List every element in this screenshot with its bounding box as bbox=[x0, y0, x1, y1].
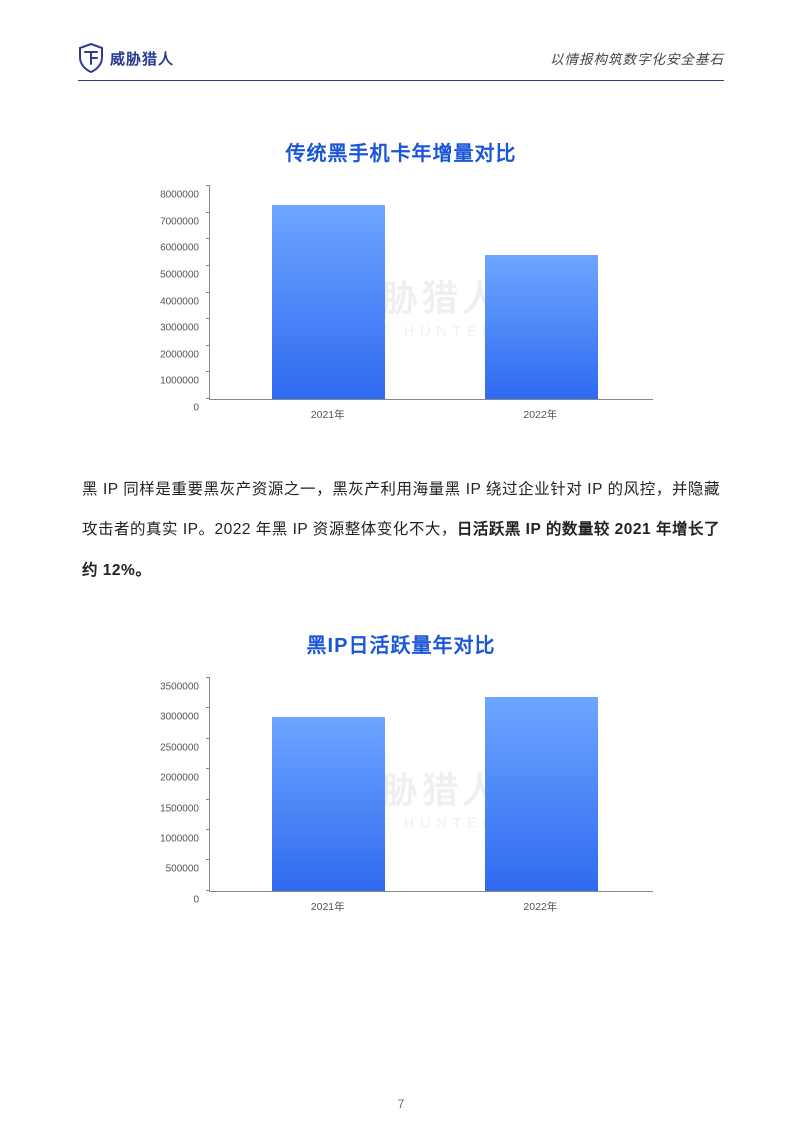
header-slogan: 以情报构筑数字化安全基石 bbox=[550, 48, 724, 68]
y-axis-label: 3000000 bbox=[160, 712, 199, 723]
bar bbox=[485, 697, 598, 891]
page-number: 7 bbox=[0, 1097, 802, 1111]
chart1-area: 威胁猎人 THREAT HUNTER 010000002000000300000… bbox=[141, 186, 661, 422]
chart1-plot bbox=[209, 186, 653, 400]
x-axis-label: 2022年 bbox=[523, 899, 557, 914]
y-axis-label: 1000000 bbox=[160, 376, 199, 387]
chart2-ylabels: 0500000100000015000002000000250000030000… bbox=[141, 671, 203, 900]
y-axis-label: 4000000 bbox=[160, 296, 199, 307]
chart2-area: 威胁猎人 THREAT HUNTER 050000010000001500000… bbox=[141, 678, 661, 914]
y-axis-label: 2000000 bbox=[160, 349, 199, 360]
chart1-bars bbox=[210, 186, 653, 399]
shield-icon bbox=[78, 43, 104, 73]
y-axis-label: 7000000 bbox=[160, 216, 199, 227]
x-axis-label: 2021年 bbox=[311, 407, 345, 422]
chart2-plot bbox=[209, 678, 653, 892]
x-axis-label: 2021年 bbox=[311, 899, 345, 914]
page-header: 威胁猎人 以情报构筑数字化安全基石 bbox=[78, 40, 724, 76]
brand-logo: 威胁猎人 bbox=[78, 43, 174, 73]
y-axis-label: 500000 bbox=[166, 864, 199, 875]
y-axis-label: 1000000 bbox=[160, 834, 199, 845]
y-axis-label: 0 bbox=[193, 894, 199, 905]
y-axis-label: 1500000 bbox=[160, 803, 199, 814]
y-axis-label: 6000000 bbox=[160, 243, 199, 254]
y-axis-label: 3500000 bbox=[160, 681, 199, 692]
y-axis-label: 2000000 bbox=[160, 773, 199, 784]
body-paragraph: 黑 IP 同样是重要黑灰产资源之一，黑灰产利用海量黑 IP 绕过企业针对 IP … bbox=[82, 470, 720, 591]
y-axis-label: 8000000 bbox=[160, 190, 199, 201]
chart-sim-card-growth: 传统黑手机卡年增量对比 威胁猎人 THREAT HUNTER 010000002… bbox=[141, 137, 661, 422]
y-axis-label: 0 bbox=[193, 403, 199, 414]
chart1-ylabels: 0100000020000003000000400000050000006000… bbox=[141, 179, 203, 408]
chart1-title: 传统黑手机卡年增量对比 bbox=[141, 137, 661, 166]
page: 威胁猎人 以情报构筑数字化安全基石 传统黑手机卡年增量对比 威胁猎人 THREA… bbox=[0, 0, 802, 1133]
bar bbox=[272, 205, 385, 399]
bar bbox=[485, 255, 598, 399]
chart2-title: 黑IP日活跃量年对比 bbox=[141, 629, 661, 658]
chart-black-ip-dau: 黑IP日活跃量年对比 威胁猎人 THREAT HUNTER 0500000100… bbox=[141, 629, 661, 914]
brand-name: 威胁猎人 bbox=[110, 48, 174, 69]
x-axis-label: 2022年 bbox=[523, 407, 557, 422]
bar bbox=[272, 717, 385, 890]
y-axis-label: 2500000 bbox=[160, 742, 199, 753]
header-divider bbox=[78, 80, 724, 81]
y-axis-label: 5000000 bbox=[160, 269, 199, 280]
chart2-bars bbox=[210, 678, 653, 891]
y-axis-label: 3000000 bbox=[160, 323, 199, 334]
